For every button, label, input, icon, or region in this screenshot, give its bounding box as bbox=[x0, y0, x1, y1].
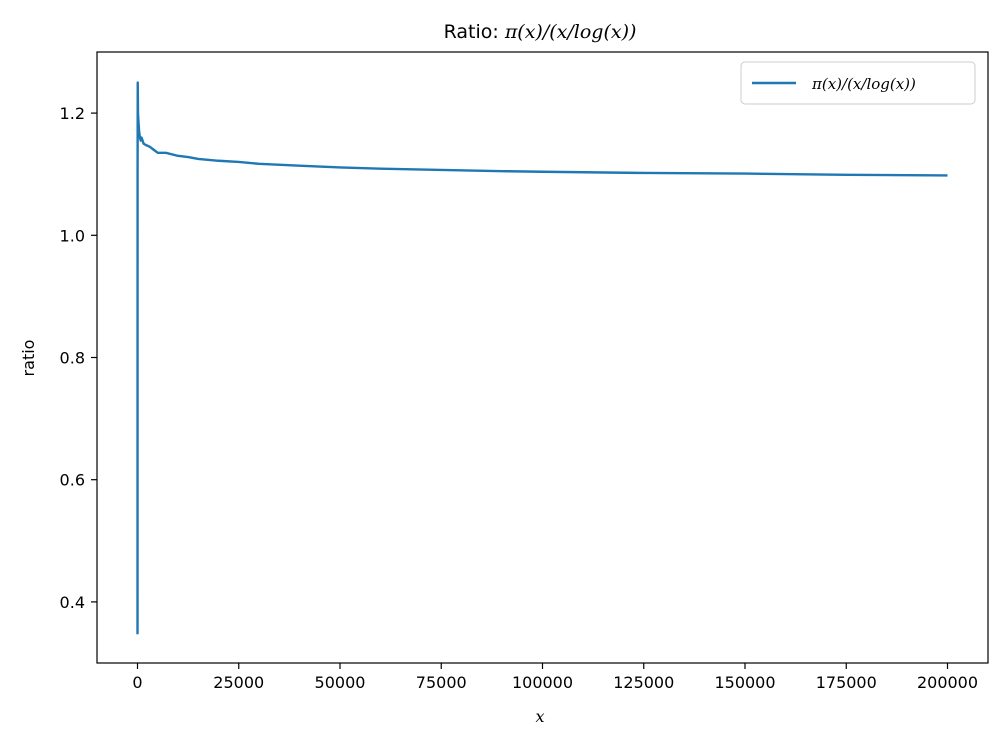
y-tick-label: 0.4 bbox=[60, 593, 85, 612]
y-axis-label: ratio bbox=[19, 340, 38, 377]
x-tick-label: 175000 bbox=[816, 673, 877, 692]
legend-label: π(x)/(x/log(x)) bbox=[811, 75, 916, 93]
x-tick-label: 150000 bbox=[714, 673, 775, 692]
y-tick-label: 0.6 bbox=[60, 471, 85, 490]
x-tick-label: 0 bbox=[132, 673, 142, 692]
x-tick-label: 100000 bbox=[512, 673, 573, 692]
y-tick-label: 1.2 bbox=[60, 104, 85, 123]
chart-title: Ratio: π(x)/(x/log(x)) bbox=[444, 21, 637, 43]
series-line bbox=[136, 81, 948, 635]
chart-title-math: π(x)/(x/log(x)) bbox=[504, 21, 637, 43]
x-tick-label: 200000 bbox=[917, 673, 978, 692]
x-tick-label: 125000 bbox=[613, 673, 674, 692]
y-tick-label: 0.8 bbox=[60, 349, 85, 368]
x-tick-label: 50000 bbox=[315, 673, 366, 692]
legend: π(x)/(x/log(x)) bbox=[740, 61, 976, 105]
x-tick-label: 25000 bbox=[213, 673, 264, 692]
y-axis-ticks: 0.4 0.6 0.8 1.0 1.2 bbox=[60, 104, 97, 612]
plot-area bbox=[96, 51, 989, 664]
x-tick-label: 75000 bbox=[416, 673, 467, 692]
x-axis-ticks: 0 25000 50000 75000 100000 125000 150000 175000… bbox=[132, 663, 978, 692]
legend-box bbox=[740, 61, 976, 105]
x-axis-label: x bbox=[535, 707, 544, 726]
chart-title-prefix: Ratio: bbox=[444, 21, 505, 43]
y-tick-label: 1.0 bbox=[60, 226, 85, 245]
